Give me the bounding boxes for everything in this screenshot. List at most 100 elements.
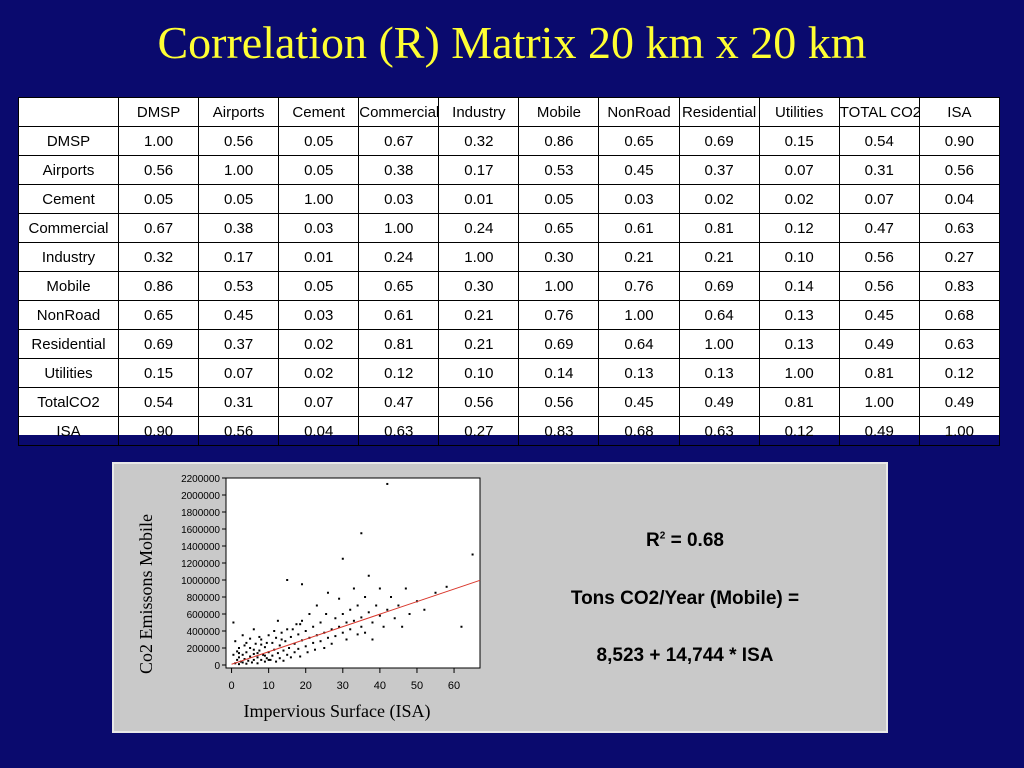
x-axis: 0 10 20 30 40 50 60 <box>228 668 460 692</box>
table-cell: 0.90 <box>918 126 1001 156</box>
y-tick-label: 2000000 <box>181 491 220 502</box>
table-cell: 0.02 <box>278 358 360 388</box>
data-point <box>304 645 307 648</box>
data-point <box>263 646 266 649</box>
data-point <box>356 633 359 636</box>
data-point <box>319 640 322 643</box>
data-point <box>330 628 333 631</box>
x-tick-label: 0 <box>228 680 234 692</box>
table-cell: 0.13 <box>598 358 680 388</box>
slide-title: Correlation (R) Matrix 20 km x 20 km <box>157 17 867 68</box>
table-cell: 0.83 <box>918 271 1001 301</box>
data-point <box>276 619 279 622</box>
data-point <box>326 591 329 594</box>
data-point <box>326 636 329 639</box>
y-tick-label: 400000 <box>187 627 221 638</box>
data-point <box>360 532 363 535</box>
data-point <box>265 641 268 644</box>
table-row: Utilities 0.15 0.07 0.02 0.12 0.10 0.14 0.13 0.1… <box>18 358 1001 388</box>
data-point <box>241 653 244 656</box>
table-cell: 0.81 <box>838 358 920 388</box>
table-row: Airports 0.56 1.00 0.05 0.38 0.17 0.53 0.45 0.37… <box>18 155 1001 185</box>
data-point <box>289 656 292 659</box>
table-cell: 0.63 <box>678 416 760 446</box>
column-header: Residential <box>678 97 760 127</box>
table-cell: 0.14 <box>758 271 840 301</box>
data-point <box>378 587 381 590</box>
table-cell: 1.00 <box>838 387 920 417</box>
data-point <box>250 661 253 664</box>
table-cell: 0.17 <box>438 155 520 185</box>
data-point <box>282 659 285 662</box>
data-point <box>280 638 283 641</box>
data-point <box>249 637 252 640</box>
data-point <box>313 648 316 651</box>
table-row: Industry 0.32 0.17 0.01 0.24 1.00 0.30 0.21 0.21… <box>18 242 1001 272</box>
row-header: Airports <box>18 155 119 185</box>
data-point <box>338 625 341 628</box>
table-cell: 0.45 <box>198 300 280 330</box>
data-point <box>286 579 289 581</box>
table-cell: 0.03 <box>278 213 360 243</box>
data-point <box>297 633 300 636</box>
table-cell: 0.03 <box>598 184 680 214</box>
data-point <box>245 651 248 654</box>
r2-prefix: R <box>646 530 660 551</box>
data-point <box>304 630 307 632</box>
data-point <box>243 644 246 647</box>
data-point <box>289 635 292 638</box>
table-row: Residential 0.69 0.37 0.02 0.81 0.21 0.69 0.64 1… <box>18 329 1001 359</box>
data-point <box>352 619 355 622</box>
data-point <box>386 608 389 611</box>
table-cell: 0.07 <box>198 358 280 388</box>
y-tick-label: 1200000 <box>181 559 220 570</box>
correlation-matrix: DMSP Airports Cement Commercial Industry Mobi… <box>18 97 1001 446</box>
row-header: Cement <box>18 184 119 214</box>
table-header-row: DMSP Airports Cement Commercial Industry Mobi… <box>18 97 1001 127</box>
table-row: Mobile 0.86 0.53 0.05 0.65 0.30 1.00 0.76 0.69 0.… <box>18 271 1001 301</box>
data-point <box>237 663 240 666</box>
data-point <box>382 625 385 628</box>
table-cell: 0.12 <box>758 416 840 446</box>
data-point <box>360 616 363 619</box>
data-point <box>397 604 400 607</box>
data-point <box>271 654 274 657</box>
table-cell: 0.81 <box>358 329 440 359</box>
data-point <box>249 647 252 649</box>
data-point <box>263 660 266 663</box>
data-point <box>288 647 291 649</box>
data-point <box>393 617 396 620</box>
y-tick-label: 800000 <box>187 593 221 604</box>
data-point <box>286 653 289 656</box>
table-cell: 0.49 <box>838 329 920 359</box>
table-cell: 0.31 <box>838 155 920 185</box>
data-point <box>241 634 244 637</box>
data-point <box>275 660 278 663</box>
table-cell: 0.45 <box>598 387 680 417</box>
y-tick-label: 0 <box>214 661 220 672</box>
data-point <box>301 583 304 586</box>
data-point <box>349 628 352 631</box>
x-tick-label: 20 <box>300 680 312 692</box>
y-tick-label: 600000 <box>187 610 221 621</box>
data-point <box>245 662 248 665</box>
data-point <box>312 625 315 628</box>
r2-superscript: 2 <box>659 530 666 542</box>
table-cell: 0.64 <box>678 300 760 330</box>
data-point <box>299 623 302 626</box>
column-header: TOTAL CO2 <box>838 97 920 127</box>
table-cell: 0.27 <box>438 416 520 446</box>
data-point <box>265 657 268 660</box>
x-tick-label: 10 <box>263 680 275 692</box>
plot-area <box>225 477 481 669</box>
data-point <box>338 597 341 600</box>
table-row: ISA 0.90 0.56 0.04 0.63 0.27 0.83 0.68 0.63 0.12 0… <box>18 416 1001 446</box>
table-cell: 0.27 <box>918 242 1001 272</box>
table-cell: 0.03 <box>358 184 440 214</box>
data-point <box>237 647 240 649</box>
table-cell: 0.86 <box>518 126 600 156</box>
table-cell: 0.02 <box>758 184 840 214</box>
table-cell: 0.53 <box>518 155 600 185</box>
data-point <box>254 642 257 645</box>
data-point <box>299 655 302 658</box>
